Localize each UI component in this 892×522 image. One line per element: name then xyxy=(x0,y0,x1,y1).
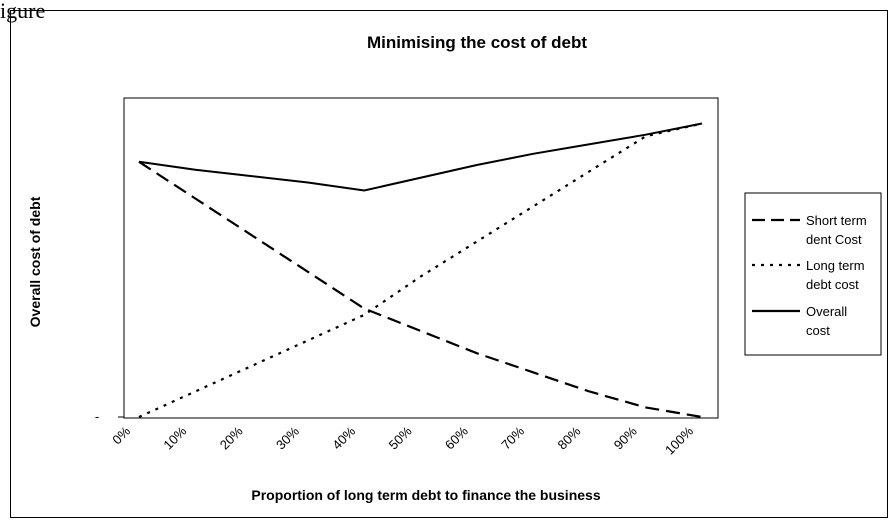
plot-area xyxy=(123,97,719,419)
legend-label: dent Cost xyxy=(806,232,862,247)
figure-label: igure xyxy=(0,0,46,23)
x-tick-label: 70% xyxy=(498,423,527,452)
legend-label: Overall xyxy=(806,304,847,319)
x-tick-label: 0% xyxy=(109,423,133,447)
x-tick-label: 50% xyxy=(386,423,415,452)
chart-title: Minimising the cost of debt xyxy=(367,33,587,52)
legend-label: Long term xyxy=(806,258,865,273)
x-axis-title: Proportion of long term debt to finance … xyxy=(251,487,600,503)
legend-box xyxy=(744,192,882,356)
series-layer xyxy=(138,122,703,419)
x-tick-label: 100% xyxy=(662,423,696,457)
x-tick-label: 20% xyxy=(217,423,246,452)
legend: Short term dent Cost Long term debt cost Ove… xyxy=(744,192,882,356)
x-tick-label: 60% xyxy=(442,423,471,452)
x-tick-label: 80% xyxy=(555,423,584,452)
x-tick-label: 90% xyxy=(611,423,640,452)
x-tick-label: 10% xyxy=(160,423,189,452)
legend-label: cost xyxy=(806,323,830,338)
x-tick-label: 40% xyxy=(329,423,358,452)
legend-label: debt cost xyxy=(806,277,859,292)
x-tick-labels: 0% 10% 20% 30% 40% 50% 60% 70% 80% 90% 100% xyxy=(109,423,696,457)
series-line-dotted xyxy=(138,122,703,419)
series-line-solid xyxy=(138,122,703,192)
chart-frame xyxy=(10,10,888,518)
y-axis-title: Overall cost of debt xyxy=(27,196,43,327)
x-tick-label: 30% xyxy=(273,423,302,452)
series-line-dashed xyxy=(138,160,703,419)
y-tick-label: - xyxy=(95,409,99,424)
legend-label: Short term xyxy=(806,213,867,228)
